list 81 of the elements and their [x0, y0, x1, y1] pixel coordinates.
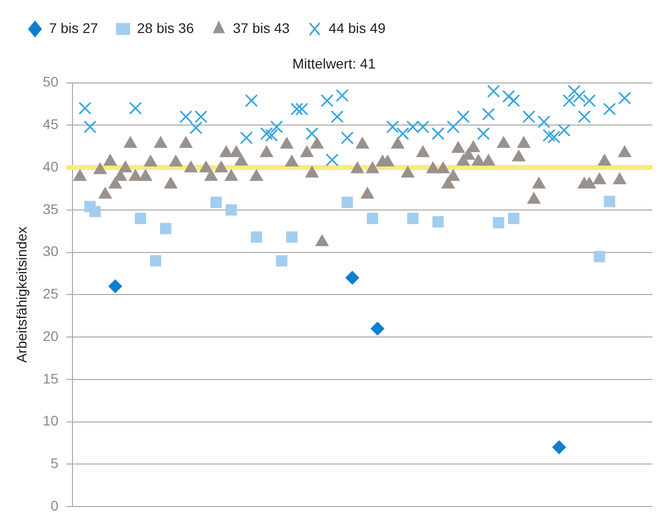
- point: [226, 204, 237, 216]
- point: [522, 110, 536, 124]
- point: [179, 110, 192, 124]
- point: [482, 108, 495, 121]
- point: [84, 120, 96, 134]
- point: [320, 94, 334, 108]
- point: [446, 120, 460, 134]
- point: [618, 92, 632, 105]
- point: [456, 110, 470, 124]
- point: [562, 94, 576, 108]
- y-tick-label: 40: [42, 158, 59, 174]
- chart-title: Mittelwert: 41: [292, 55, 376, 72]
- point: [407, 212, 418, 224]
- point: [476, 127, 490, 140]
- point: [492, 216, 504, 228]
- point: [538, 115, 550, 128]
- y-tick-label: 50: [42, 74, 59, 90]
- point: [572, 90, 586, 103]
- y-tick-label: 45: [42, 116, 59, 132]
- point: [507, 94, 520, 108]
- point: [406, 120, 420, 134]
- point: [578, 110, 591, 124]
- point: [78, 102, 92, 115]
- point: [396, 127, 410, 140]
- point: [194, 110, 208, 124]
- y-tick-label: 15: [42, 370, 59, 386]
- point: [134, 212, 146, 224]
- point: [487, 84, 500, 98]
- legend-label: 28 bis 36: [137, 20, 194, 36]
- point: [295, 102, 308, 116]
- y-tick-label: 0: [50, 497, 59, 514]
- point: [366, 212, 378, 224]
- point: [558, 124, 571, 137]
- point: [305, 127, 318, 140]
- legend-label: 7 bis 27: [49, 20, 98, 36]
- point: [345, 270, 360, 285]
- point: [603, 102, 616, 116]
- y-tick-label: 30: [42, 243, 59, 260]
- y-tick-label: 20: [42, 328, 59, 344]
- y-tick-label: 10: [42, 412, 59, 429]
- point: [552, 440, 566, 454]
- point: [582, 94, 596, 108]
- y-axis-title: Arbeitsfähigkeitsindex: [13, 226, 30, 363]
- point: [568, 84, 581, 98]
- point: [150, 255, 162, 266]
- point: [340, 131, 354, 144]
- point: [604, 196, 616, 208]
- point: [260, 127, 274, 140]
- point: [416, 120, 430, 134]
- point: [432, 216, 444, 228]
- point: [432, 127, 444, 140]
- point: [290, 102, 304, 116]
- point: [370, 322, 385, 336]
- point: [326, 153, 339, 166]
- point: [189, 121, 202, 134]
- point: [286, 231, 298, 243]
- point: [342, 196, 353, 208]
- point: [240, 131, 253, 144]
- point: [89, 206, 101, 218]
- legend-label: 44 bis 49: [328, 20, 386, 36]
- legend-label: 37 bis 43: [232, 20, 290, 36]
- point: [336, 89, 349, 102]
- point: [508, 212, 520, 224]
- point: [594, 250, 606, 262]
- point: [330, 110, 344, 124]
- point: [265, 128, 278, 142]
- point: [244, 94, 258, 108]
- point: [108, 279, 122, 294]
- y-tick-label: 25: [42, 286, 59, 302]
- point: [270, 120, 284, 134]
- point: [548, 130, 561, 144]
- point: [160, 222, 172, 234]
- point: [502, 90, 516, 103]
- y-tick-label: 5: [50, 455, 59, 472]
- point: [386, 120, 400, 134]
- point: [250, 231, 262, 243]
- point: [542, 128, 556, 142]
- point: [210, 196, 222, 208]
- y-tick-label: 35: [42, 200, 59, 217]
- point: [276, 255, 288, 266]
- point: [128, 102, 142, 115]
